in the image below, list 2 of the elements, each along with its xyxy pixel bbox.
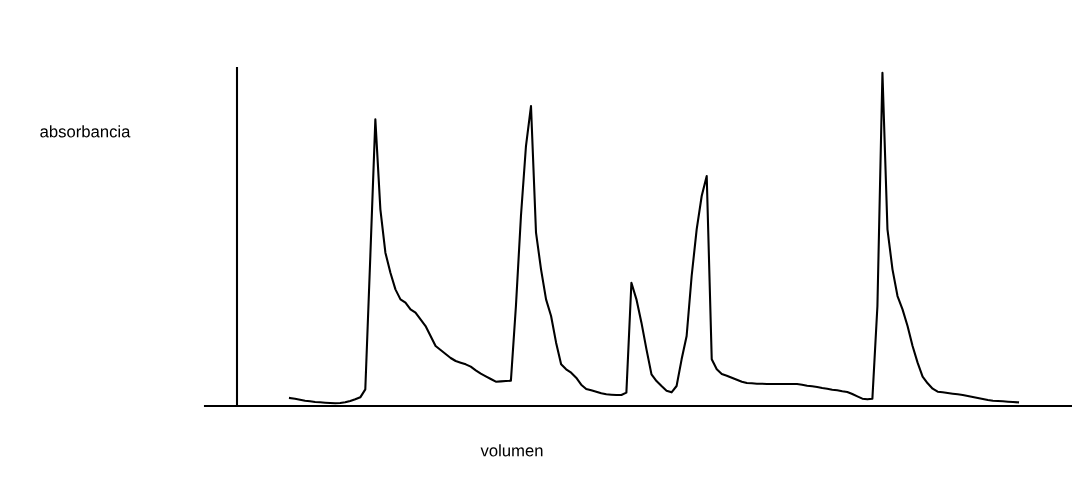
text: absorbancia xyxy=(40,125,131,138)
x-axis-title: volumen xyxy=(480,444,543,457)
